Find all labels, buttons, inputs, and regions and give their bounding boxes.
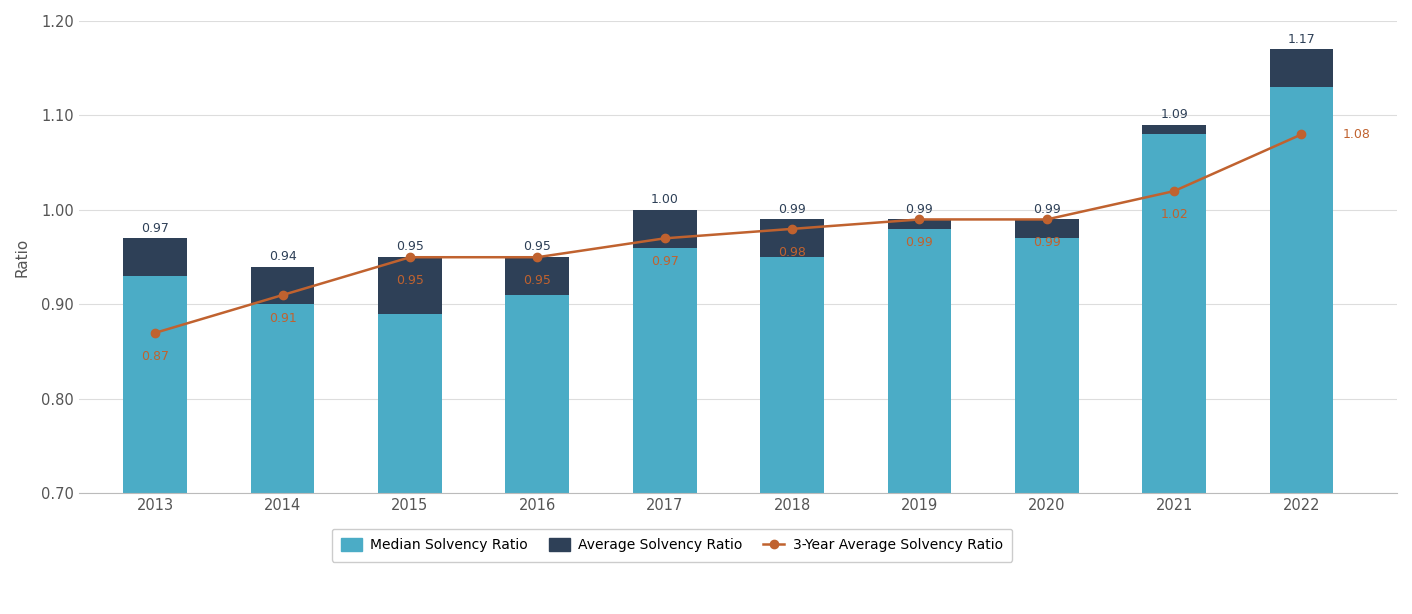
Bar: [123, 276, 188, 494]
Text: 0.95: 0.95: [395, 274, 424, 287]
Y-axis label: Ratio: Ratio: [16, 238, 30, 277]
Bar: [760, 219, 823, 257]
Bar: [1269, 49, 1333, 87]
Text: 0.99: 0.99: [1034, 203, 1060, 216]
Text: 0.87: 0.87: [141, 350, 169, 363]
Text: 0.99: 0.99: [905, 236, 933, 249]
Bar: [251, 305, 315, 494]
Bar: [1015, 238, 1079, 494]
Bar: [505, 295, 569, 494]
Text: 1.02: 1.02: [1161, 208, 1187, 221]
Bar: [123, 238, 188, 276]
Bar: [888, 219, 952, 229]
Text: 1.17: 1.17: [1288, 33, 1316, 45]
Text: 0.97: 0.97: [1032, 246, 1060, 259]
Text: 1.00: 1.00: [651, 193, 679, 206]
Bar: [1142, 134, 1206, 494]
Text: 0.99: 0.99: [1034, 236, 1060, 249]
Text: 0.95: 0.95: [395, 241, 424, 254]
Text: 0.93: 0.93: [141, 284, 169, 297]
Bar: [378, 314, 442, 494]
Text: 0.95: 0.95: [524, 241, 551, 254]
Bar: [251, 266, 315, 305]
Text: 0.91: 0.91: [268, 312, 297, 325]
Text: 0.98: 0.98: [905, 236, 933, 249]
Text: 0.89: 0.89: [395, 322, 424, 335]
Bar: [505, 257, 569, 295]
Bar: [1269, 87, 1333, 494]
Text: 0.95: 0.95: [778, 265, 806, 278]
Text: 1.08: 1.08: [1161, 142, 1187, 155]
Text: 0.96: 0.96: [651, 255, 679, 268]
Bar: [633, 248, 696, 494]
Bar: [760, 257, 823, 494]
Bar: [633, 210, 696, 248]
Text: 0.98: 0.98: [778, 246, 806, 259]
Text: 0.95: 0.95: [524, 274, 551, 287]
Text: 0.99: 0.99: [905, 203, 933, 216]
Bar: [1015, 219, 1079, 238]
Text: 0.99: 0.99: [778, 203, 806, 216]
Text: 0.90: 0.90: [268, 312, 297, 325]
Bar: [1142, 125, 1206, 134]
Text: 0.97: 0.97: [141, 222, 169, 235]
Text: 0.94: 0.94: [268, 250, 297, 263]
Text: 0.91: 0.91: [524, 303, 551, 316]
Text: 1.09: 1.09: [1161, 108, 1187, 121]
Text: 1.08: 1.08: [1343, 128, 1370, 141]
Legend: Median Solvency Ratio, Average Solvency Ratio, 3-Year Average Solvency Ratio: Median Solvency Ratio, Average Solvency …: [332, 529, 1012, 562]
Bar: [888, 229, 952, 494]
Bar: [378, 257, 442, 314]
Text: 1.13: 1.13: [1288, 95, 1316, 107]
Text: 0.97: 0.97: [651, 255, 679, 268]
